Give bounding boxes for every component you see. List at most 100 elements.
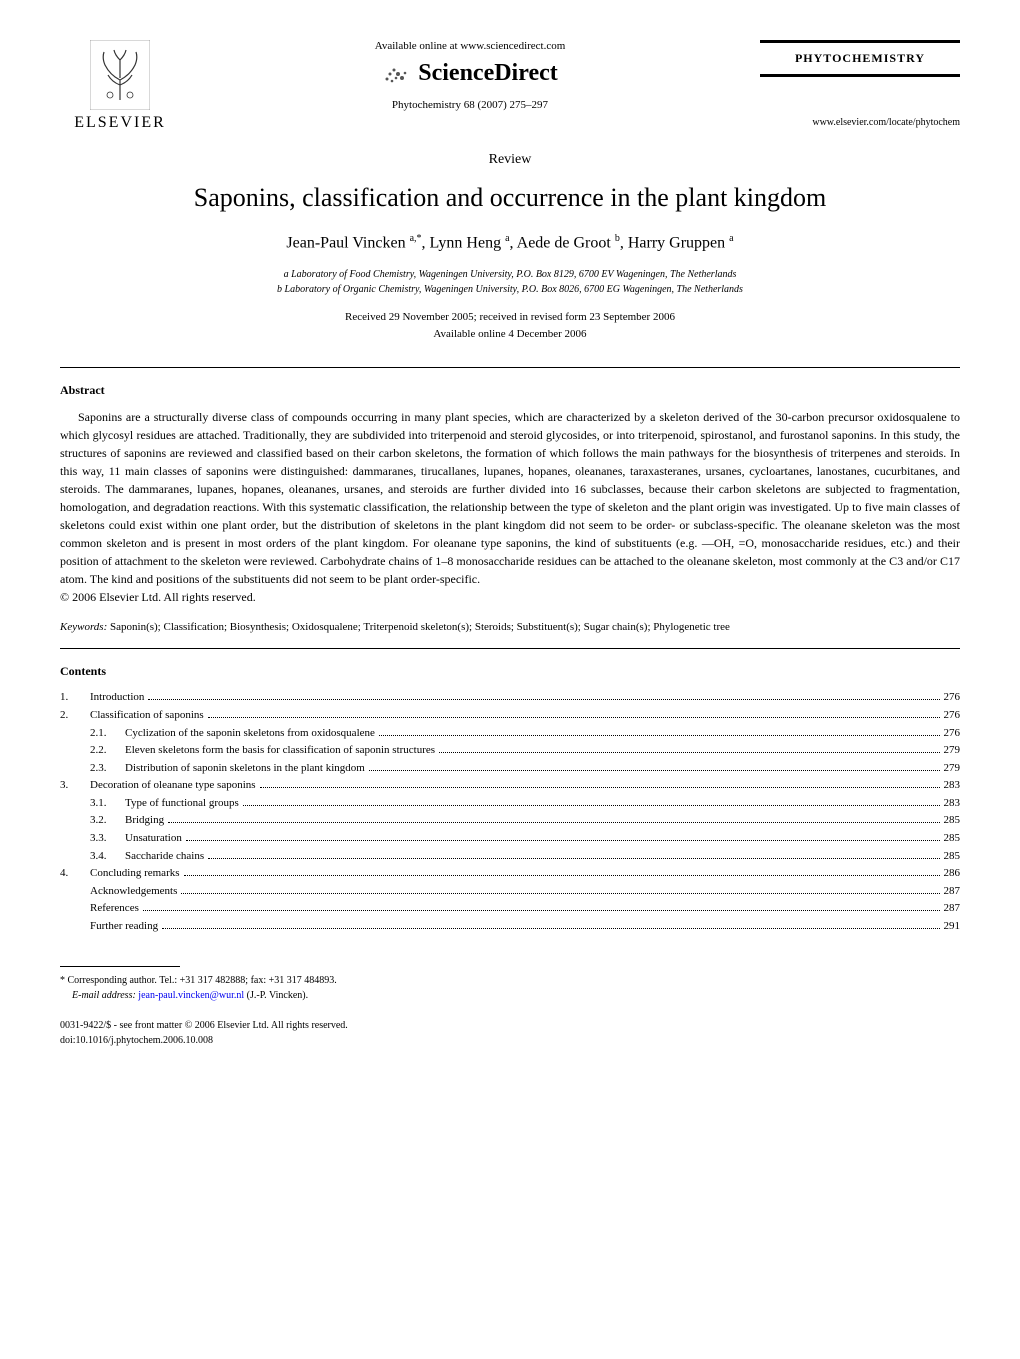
center-header: Available online at www.sciencedirect.co…	[180, 40, 760, 111]
toc-entry[interactable]: Acknowledgements 287	[60, 883, 960, 901]
toc-label: Further reading	[90, 918, 158, 936]
citation: Phytochemistry 68 (2007) 275–297	[200, 99, 740, 111]
toc-dots	[208, 717, 940, 718]
toc-number: 2.3.	[90, 760, 125, 778]
journal-name: PHYTOCHEMISTRY	[760, 47, 960, 70]
keywords-text: Saponin(s); Classification; Biosynthesis…	[107, 621, 730, 633]
email-label: E-mail address:	[72, 990, 136, 1001]
toc-dots	[260, 787, 940, 788]
publisher-name: ELSEVIER	[74, 114, 166, 132]
toc-page: 279	[944, 742, 961, 760]
abstract-text: Saponins are a structurally diverse clas…	[60, 408, 960, 606]
toc-page: 286	[944, 865, 961, 883]
toc-page: 287	[944, 900, 961, 918]
toc-dots	[148, 699, 939, 700]
toc-entry[interactable]: 3.4.Saccharide chains 285	[60, 848, 960, 866]
toc-dots	[369, 770, 940, 771]
toc-label: References	[90, 900, 139, 918]
available-date: Available online 4 December 2006	[60, 326, 960, 343]
toc-entry[interactable]: Further reading 291	[60, 918, 960, 936]
toc-dots	[208, 858, 939, 859]
email-link[interactable]: jean-paul.vincken@wur.nl	[138, 990, 244, 1001]
toc-number: 2.1.	[90, 725, 125, 743]
email-line: E-mail address: jean-paul.vincken@wur.nl…	[60, 988, 960, 1003]
toc-entry[interactable]: 3.2.Bridging285	[60, 812, 960, 830]
toc-page: 287	[944, 883, 961, 901]
toc-label: Cyclization of the saponin skeletons fro…	[125, 725, 375, 743]
toc-label: Distribution of saponin skeletons in the…	[125, 760, 365, 778]
toc-page: 283	[944, 777, 961, 795]
toc-entry[interactable]: 2.3.Distribution of saponin skeletons in…	[60, 760, 960, 778]
toc-number: 2.	[60, 707, 90, 725]
toc-page: 276	[944, 689, 961, 707]
sciencedirect-icon	[382, 64, 412, 84]
available-online-text: Available online at www.sciencedirect.co…	[200, 40, 740, 52]
sciencedirect-text: ScienceDirect	[418, 60, 558, 87]
toc-label: Eleven skeletons form the basis for clas…	[125, 742, 435, 760]
sciencedirect-logo: ScienceDirect	[200, 60, 740, 87]
toc-entry[interactable]: 3.1.Type of functional groups 283	[60, 795, 960, 813]
toc-number: 3.4.	[90, 848, 125, 866]
toc-label: Decoration of oleanane type saponins	[90, 777, 256, 795]
abstract-copyright: © 2006 Elsevier Ltd. All rights reserved…	[60, 590, 256, 604]
toc-page: 276	[944, 725, 961, 743]
toc-entry[interactable]: 2.1.Cyclization of the saponin skeletons…	[60, 725, 960, 743]
toc-dots	[184, 875, 940, 876]
footer-separator	[60, 966, 180, 967]
toc-dots	[143, 910, 940, 911]
journal-box: PHYTOCHEMISTRY	[760, 40, 960, 77]
received-date: Received 29 November 2005; received in r…	[60, 309, 960, 326]
toc-page: 283	[944, 795, 961, 813]
corresponding-author: * Corresponding author. Tel.: +31 317 48…	[60, 973, 960, 988]
affiliation-a: a Laboratory of Food Chemistry, Wagening…	[60, 267, 960, 282]
affiliation-b: b Laboratory of Organic Chemistry, Wagen…	[60, 282, 960, 297]
toc-page: 285	[944, 812, 961, 830]
toc-label: Saccharide chains	[125, 848, 204, 866]
toc-entry[interactable]: 3.Decoration of oleanane type saponins 28…	[60, 777, 960, 795]
contents-heading: Contents	[60, 664, 960, 679]
toc-page: 291	[944, 918, 961, 936]
toc-entry[interactable]: 4.Concluding remarks 286	[60, 865, 960, 883]
toc-entry[interactable]: 1.Introduction276	[60, 689, 960, 707]
dates: Received 29 November 2005; received in r…	[60, 309, 960, 342]
divider	[60, 648, 960, 649]
toc-label: Classification of saponins	[90, 707, 204, 725]
toc-number: 3.1.	[90, 795, 125, 813]
toc-number: 4.	[60, 865, 90, 883]
authors: Jean-Paul Vincken a,*, Lynn Heng a, Aede…	[60, 233, 960, 252]
email-suffix: (J.-P. Vincken).	[244, 990, 308, 1001]
toc-label: Concluding remarks	[90, 865, 180, 883]
article-title: Saponins, classification and occurrence …	[60, 183, 960, 213]
header: ELSEVIER Available online at www.science…	[60, 40, 960, 132]
journal-url[interactable]: www.elsevier.com/locate/phytochem	[760, 117, 960, 128]
divider	[60, 367, 960, 368]
toc-page: 285	[944, 848, 961, 866]
right-header: PHYTOCHEMISTRY www.elsevier.com/locate/p…	[760, 40, 960, 128]
toc-label: Acknowledgements	[90, 883, 177, 901]
toc-dots	[181, 893, 939, 894]
toc-dots	[439, 752, 939, 753]
toc-entry[interactable]: 2.Classification of saponins276	[60, 707, 960, 725]
article-type: Review	[60, 152, 960, 168]
toc-page: 285	[944, 830, 961, 848]
toc-page: 279	[944, 760, 961, 778]
toc-number: 3.	[60, 777, 90, 795]
front-matter: 0031-9422/$ - see front matter © 2006 El…	[60, 1018, 960, 1033]
publisher-logo: ELSEVIER	[60, 40, 180, 132]
toc-entry[interactable]: 3.3.Unsaturation285	[60, 830, 960, 848]
doi-block: 0031-9422/$ - see front matter © 2006 El…	[60, 1018, 960, 1048]
toc-entry[interactable]: References 287	[60, 900, 960, 918]
footer: * Corresponding author. Tel.: +31 317 48…	[60, 966, 960, 1048]
toc-dots	[379, 735, 940, 736]
toc-label: Introduction	[90, 689, 144, 707]
toc-dots	[162, 928, 939, 929]
toc-number: 3.2.	[90, 812, 125, 830]
abstract-body: Saponins are a structurally diverse clas…	[60, 410, 960, 586]
elsevier-tree-icon	[90, 40, 150, 110]
toc-entry[interactable]: 2.2.Eleven skeletons form the basis for …	[60, 742, 960, 760]
affiliations: a Laboratory of Food Chemistry, Wagening…	[60, 267, 960, 297]
toc-dots	[243, 805, 940, 806]
toc-label: Type of functional groups	[125, 795, 239, 813]
toc-label: Unsaturation	[125, 830, 182, 848]
keywords-label: Keywords:	[60, 621, 107, 633]
